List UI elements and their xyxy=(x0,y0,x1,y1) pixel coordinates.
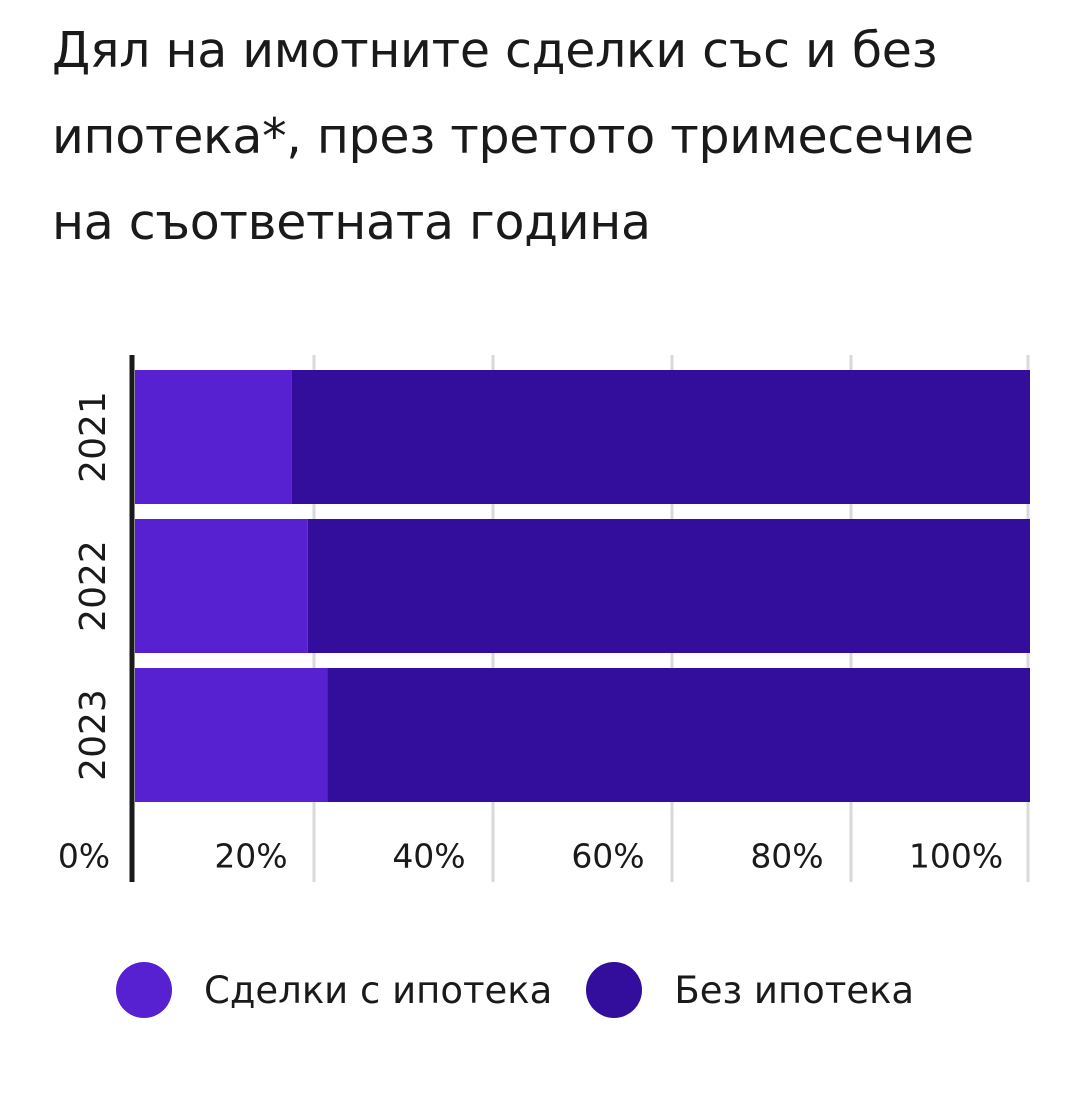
legend-circle-icon-with-mortgage xyxy=(116,962,172,1018)
legend: Сделки с ипотека Без ипотека xyxy=(116,962,948,1018)
bar-2021-with-mortgage xyxy=(135,370,292,504)
x-tick-label-2: 40% xyxy=(392,837,465,876)
legend-label-without-mortgage: Без ипотека xyxy=(674,968,915,1012)
legend-label-with-mortgage: Сделки с ипотека xyxy=(204,968,553,1012)
x-tick-label-0: 0% xyxy=(58,837,110,876)
bar-2023-without-mortgage xyxy=(327,668,1030,802)
chart-title: Дял на имотните сделки със и без ипотека… xyxy=(52,22,974,251)
bar-2021-without-mortgage xyxy=(291,370,1030,504)
category-label-2021: 2021 xyxy=(73,391,114,483)
x-tick-label-3: 60% xyxy=(571,837,644,876)
category-label-2022: 2022 xyxy=(73,540,114,632)
category-label-2023: 2023 xyxy=(73,689,114,781)
legend-item-with-mortgage: Сделки с ипотека xyxy=(116,962,552,1018)
stacked-bar-chart: 2021 2022 2023 0% 20% 40% 60% 80% 100% xyxy=(58,355,1030,882)
legend-item-without-mortgage: Без ипотека xyxy=(586,962,914,1018)
legend-circle-icon-without-mortgage xyxy=(586,962,643,1018)
bar-2023-with-mortgage xyxy=(135,668,328,802)
bar-2022-with-mortgage xyxy=(135,519,308,653)
x-tick-label-4: 80% xyxy=(750,837,823,876)
x-tick-label-1: 20% xyxy=(214,837,287,876)
x-tick-label-5: 100% xyxy=(909,837,1003,876)
bar-2022-without-mortgage xyxy=(307,519,1030,653)
